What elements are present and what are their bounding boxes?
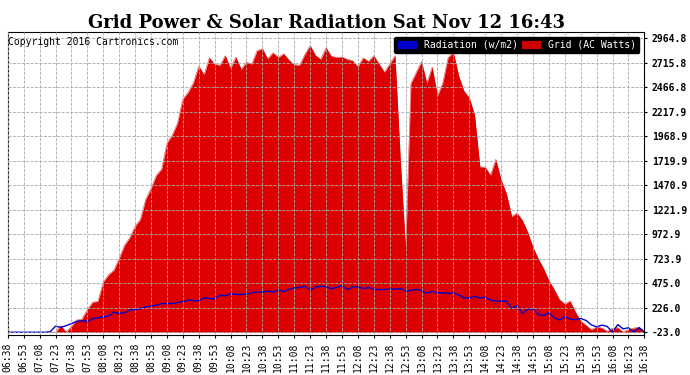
- Text: Copyright 2016 Cartronics.com: Copyright 2016 Cartronics.com: [8, 37, 179, 47]
- Legend: Radiation (w/m2), Grid (AC Watts): Radiation (w/m2), Grid (AC Watts): [394, 37, 640, 53]
- Title: Grid Power & Solar Radiation Sat Nov 12 16:43: Grid Power & Solar Radiation Sat Nov 12 …: [88, 14, 564, 32]
